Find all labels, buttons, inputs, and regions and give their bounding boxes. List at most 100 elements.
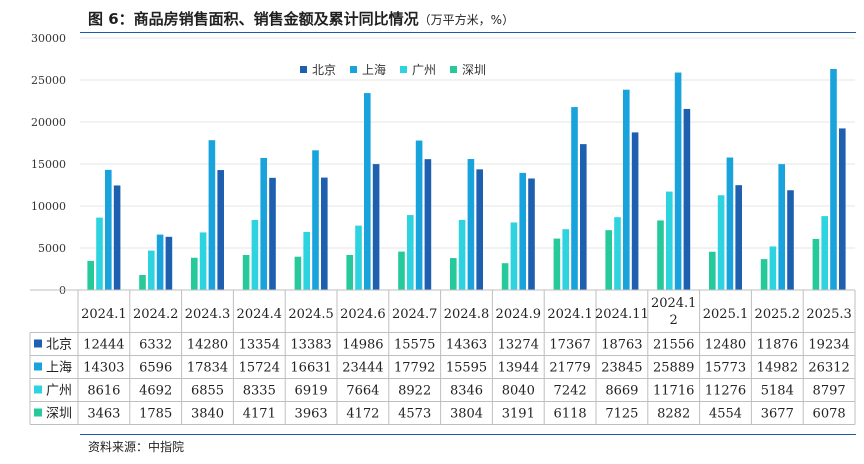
x-tick-label: 2024.1	[81, 307, 127, 322]
row-swatch-上海	[34, 362, 42, 371]
data-label: 15595	[446, 361, 487, 376]
row-label-北京: 北京	[46, 338, 72, 353]
y-tick-label: 15000	[31, 158, 66, 171]
row-label-上海: 上海	[46, 361, 72, 376]
data-label: 1785	[139, 407, 172, 422]
data-label: 21556	[653, 338, 694, 353]
bar-深圳	[242, 254, 250, 290]
data-label: 8346	[450, 384, 483, 399]
data-label: 8922	[398, 384, 431, 399]
bar-北京	[528, 178, 535, 290]
bar-上海	[156, 234, 164, 290]
bar-上海	[778, 164, 785, 290]
data-label: 16631	[290, 361, 331, 376]
bar-北京	[787, 190, 794, 290]
chart-title: 图 6：商品房销售面积、销售金额及累计同比情况（万平方米，%）	[88, 8, 514, 29]
y-tick-label: 20000	[31, 116, 66, 129]
data-label: 8040	[502, 384, 535, 399]
data-label: 7125	[605, 407, 638, 422]
bar-深圳	[760, 259, 768, 290]
bar-深圳	[139, 275, 146, 290]
bar-北京	[424, 159, 432, 290]
y-axis: 050001000015000200002500030000	[31, 32, 66, 297]
bar-广州	[510, 222, 518, 290]
row-swatch-广州	[34, 385, 42, 394]
row-label-深圳: 深圳	[46, 407, 72, 422]
bar-北京	[217, 170, 224, 290]
data-label: 25889	[653, 361, 694, 376]
data-table: 2024.1 2024.2 2024.3 2024.4 2024.5 2024.6 2024…	[29, 289, 856, 425]
bar-上海	[623, 89, 630, 291]
data-label: 13354	[239, 338, 280, 353]
bar-广州	[666, 191, 673, 290]
x-tick-label: 2024.3	[185, 307, 231, 322]
data-label: 15575	[394, 338, 435, 353]
bar-广州	[769, 246, 777, 290]
x-tick-label: 2024.6	[340, 307, 386, 322]
bar-深圳	[191, 257, 198, 290]
bar-上海	[364, 93, 371, 290]
bar-广州	[251, 219, 259, 290]
data-label: 14982	[757, 361, 798, 376]
chart-unit: （万平方米，%）	[418, 13, 515, 27]
legend-swatch-广州	[400, 66, 407, 73]
legend-label-深圳: 深圳	[462, 63, 486, 77]
x-tick-label: 2024.11	[595, 307, 649, 322]
data-label: 3191	[502, 407, 535, 422]
data-label: 12444	[83, 338, 124, 353]
legend-label-广州: 广州	[412, 63, 436, 77]
bar-北京	[269, 177, 276, 290]
chart-title-text: 图 6：商品房销售面积、销售金额及累计同比情况	[88, 10, 419, 28]
data-label: 14986	[342, 338, 383, 353]
data-label: 6078	[813, 407, 846, 422]
x-tick-label: 2024.7	[392, 307, 438, 322]
data-label: 6118	[554, 407, 587, 422]
bar-广州	[821, 216, 828, 290]
bar-广州	[458, 219, 466, 290]
data-label: 4172	[346, 407, 379, 422]
x-tick-label: 2025.3	[806, 307, 852, 322]
y-tick-label: 25000	[31, 74, 66, 87]
row-swatch-深圳	[34, 408, 42, 417]
legend-swatch-深圳	[450, 66, 457, 73]
legend: 北京 上海 广州 深圳	[300, 62, 486, 77]
data-label: 4171	[243, 407, 276, 422]
bar-北京	[580, 144, 587, 290]
footer-divider	[80, 434, 856, 435]
y-tick-label: 10000	[31, 200, 66, 213]
data-label: 14280	[187, 338, 228, 353]
bar-上海	[726, 157, 734, 290]
bar-深圳	[812, 238, 820, 290]
x-tick-label: 2025.2	[755, 307, 801, 322]
bar-广州	[407, 215, 414, 290]
bar-深圳	[294, 256, 302, 290]
bar-上海	[105, 169, 112, 290]
data-label: 11276	[705, 384, 746, 399]
data-label: 21779	[549, 361, 590, 376]
row-swatch-北京	[34, 339, 42, 348]
data-label: 23845	[601, 361, 642, 376]
bar-上海	[415, 140, 423, 290]
data-label: 8797	[813, 384, 846, 399]
data-label: 7664	[346, 384, 379, 399]
bar-上海	[260, 157, 267, 290]
bar-深圳	[657, 220, 664, 290]
bar-广州	[355, 225, 362, 290]
data-label: 18763	[601, 338, 642, 353]
data-label: 7242	[554, 384, 587, 399]
data-label: 14363	[446, 338, 487, 353]
bar-上海	[467, 159, 475, 290]
data-label: 13944	[498, 361, 539, 376]
bar-广州	[148, 250, 155, 290]
data-label: 19234	[808, 338, 849, 353]
data-label: 14303	[83, 361, 124, 376]
data-label: 8282	[657, 407, 690, 422]
data-label: 15773	[705, 361, 746, 376]
x-tick-label: 2024.1 2	[651, 296, 697, 328]
bar-深圳	[87, 260, 94, 290]
data-label: 17367	[549, 338, 590, 353]
data-label: 17792	[394, 361, 435, 376]
bar-广州	[199, 232, 207, 290]
legend-swatch-上海	[350, 66, 357, 73]
